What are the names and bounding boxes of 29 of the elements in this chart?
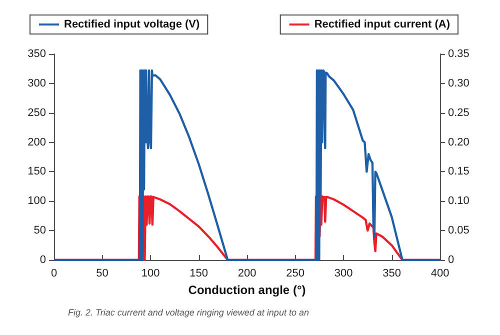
y-tick-label: 200 <box>28 136 46 148</box>
y-tick-label: 100 <box>28 195 46 208</box>
y-tick-label: 300 <box>28 77 46 90</box>
x-tick-label: 250 <box>286 268 304 280</box>
y-tick-label: 250 <box>28 106 46 119</box>
y2-tick-label: 0.30 <box>448 77 470 90</box>
y2-tick-label: 0.10 <box>448 195 470 208</box>
y2-tick-label: 0 <box>448 254 454 266</box>
y2-tick-label: 0.20 <box>448 136 470 148</box>
x-tick-label: 50 <box>96 268 108 280</box>
y2-tick-label: 0.35 <box>448 48 470 60</box>
y-tick-label: 150 <box>28 166 46 178</box>
caption: Fig. 2. Triac current and voltage ringing viewed at input to an <box>68 308 309 318</box>
x-tick-label: 400 <box>430 268 450 280</box>
x-axis-title: Conduction angle (°) <box>188 283 306 297</box>
x-tick-label: 300 <box>334 268 353 280</box>
y2-tick-label: 0.15 <box>448 166 470 178</box>
y-tick-label: 350 <box>28 48 46 60</box>
x-tick-label: 350 <box>382 268 401 280</box>
x-tick-label: 200 <box>238 268 256 280</box>
x-tick-label: 100 <box>141 268 160 280</box>
y-tick-label: 50 <box>34 224 46 237</box>
y-tick-label: 0 <box>40 254 46 266</box>
legend-label: Rectified input voltage (V) <box>64 18 200 30</box>
y2-tick-label: 0.05 <box>448 224 470 237</box>
legend-label: Rectified input current (A) <box>314 18 450 30</box>
x-tick-label: 0 <box>50 268 58 280</box>
y2-tick-label: 0.25 <box>448 106 470 119</box>
x-tick-label: 150 <box>190 268 208 280</box>
